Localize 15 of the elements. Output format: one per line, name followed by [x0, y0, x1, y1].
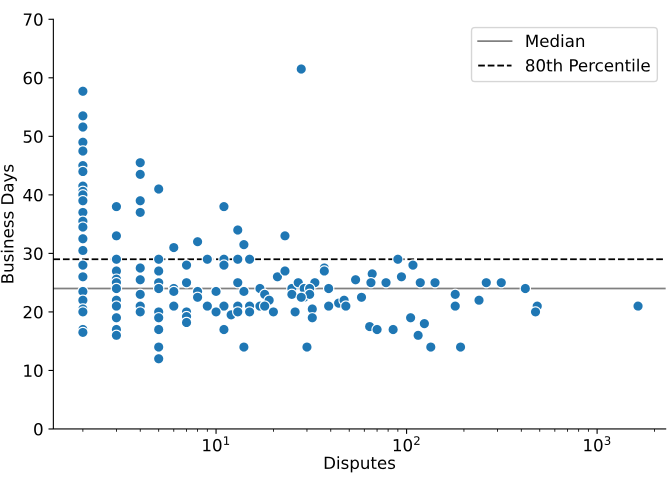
legend-label: 80th Percentile	[526, 58, 650, 72]
x-tick-label: 10$^{3}$	[584, 436, 610, 452]
x-axis-title: Disputes	[324, 456, 396, 472]
y-axis-title: Business Days	[0, 164, 17, 283]
y-tick-label: 30	[24, 247, 43, 260]
legend-label: Median	[526, 34, 584, 48]
x-tick-label: 10$^{2}$	[394, 436, 420, 452]
y-tick-label: 0	[34, 422, 43, 436]
y-tick-label: 40	[23, 188, 43, 202]
x-tick-label: 10$^{1}$	[203, 436, 230, 452]
y-tick-label: 60	[24, 72, 43, 84]
y-tick-label: 10	[24, 364, 43, 378]
y-tick-label: 70	[24, 13, 43, 26]
y-tick-label: 50	[24, 130, 43, 143]
y-tick-label: 20	[24, 306, 43, 318]
